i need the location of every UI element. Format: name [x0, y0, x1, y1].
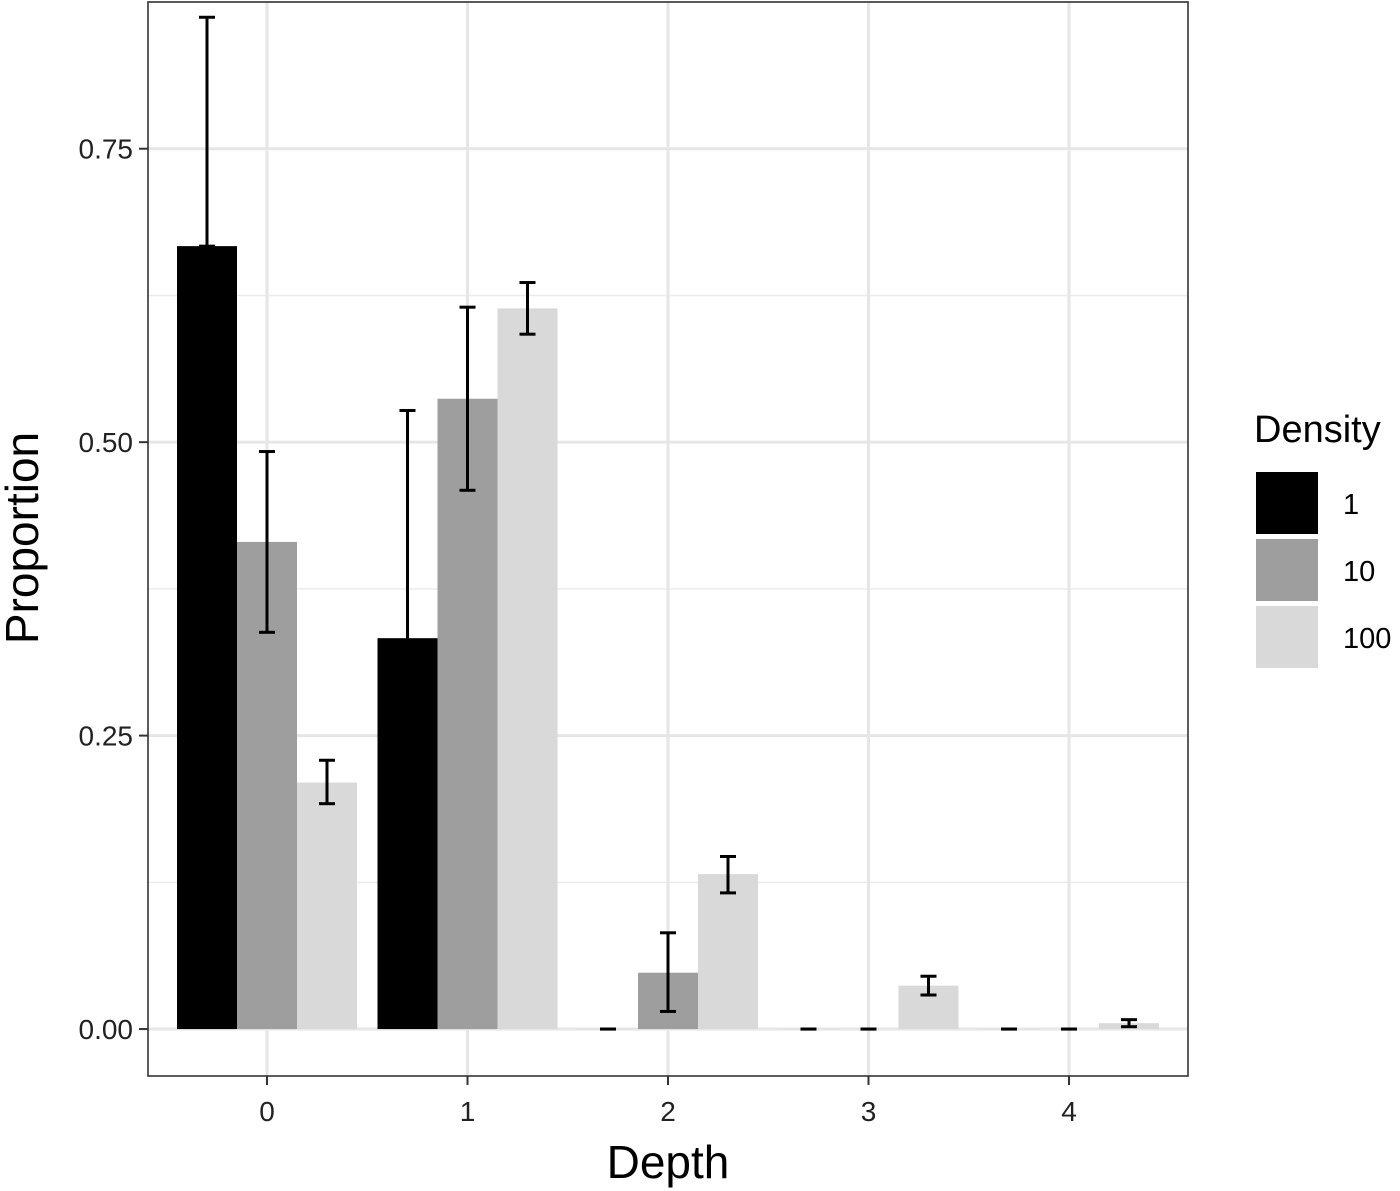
- bar-density-100-depth-2: [698, 874, 758, 1030]
- error-bar-density-100-depth-4: [1121, 1018, 1137, 1029]
- x-axis-title: Depth: [607, 1136, 730, 1188]
- legend-key-label: 10: [1343, 556, 1375, 588]
- bar-density-100-depth-1: [497, 308, 558, 1030]
- bar-density-10-depth-1: [437, 398, 498, 1030]
- legend: Density 1 10 100: [1254, 409, 1391, 668]
- error-bar-density-10-depth-0: [259, 450, 275, 634]
- error-bars-layer: [199, 15, 1137, 1031]
- y-tick-label: 0.00: [79, 1014, 134, 1045]
- legend-key-swatch: [1256, 472, 1318, 534]
- error-bar-density-10-depth-2: [660, 931, 676, 1013]
- error-bar-density-10-depth-1: [459, 305, 476, 492]
- legend-key-label: 1: [1343, 489, 1359, 521]
- error-bar-density-100-depth-2: [720, 855, 736, 895]
- error-bar-density-100-depth-3: [920, 974, 937, 997]
- bars-layer: [177, 246, 1159, 1030]
- error-bar-density-100-depth-0: [319, 758, 335, 806]
- y-tick-label: 0.50: [79, 427, 134, 458]
- y-axis-title: Proportion: [0, 432, 48, 644]
- error-bar-density-1-depth-1: [399, 408, 416, 867]
- error-bar-density-1-depth-0: [199, 15, 215, 248]
- x-tick-label: 2: [660, 1096, 676, 1127]
- bar-density-1-depth-0: [177, 246, 237, 1030]
- error-bar-density-100-depth-1: [519, 281, 536, 336]
- y-tick-label: 0.25: [79, 721, 134, 752]
- legend-keys: 1 10 100: [1256, 472, 1391, 668]
- legend-key-swatch: [1256, 539, 1318, 601]
- bar-density-100-depth-0: [297, 782, 357, 1030]
- legend-key-swatch: [1256, 606, 1318, 668]
- x-tick-label: 3: [861, 1096, 877, 1127]
- y-axis-ticks: 0.00 0.25 0.50 0.75: [79, 134, 148, 1045]
- x-tick-label: 1: [460, 1096, 476, 1127]
- legend-title: Density: [1254, 409, 1381, 451]
- y-tick-label: 0.75: [79, 134, 134, 165]
- legend-key-label: 100: [1343, 623, 1391, 655]
- x-axis-ticks: 0 1 2 3 4: [259, 1076, 1077, 1127]
- x-tick-label: 4: [1061, 1096, 1077, 1127]
- x-tick-label: 0: [259, 1096, 275, 1127]
